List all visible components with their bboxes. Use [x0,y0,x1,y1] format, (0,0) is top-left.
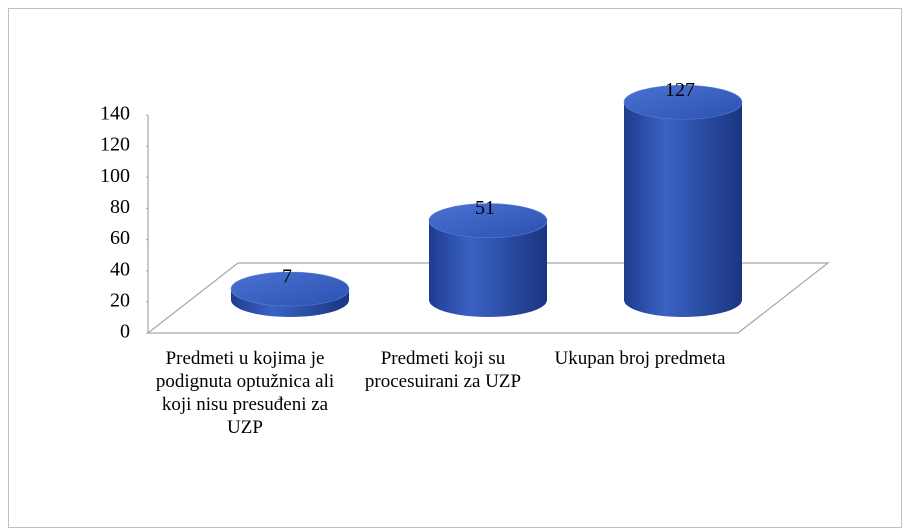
cylinder-body [624,102,742,317]
data-label: 127 [665,79,695,101]
data-label: 7 [282,266,292,288]
chart: 0 20 40 60 80 100 120 140 7 51 127 [100,79,830,343]
y-tick-label: 80 [110,196,130,218]
data-label: 51 [475,197,495,219]
y-tick-label: 120 [100,134,130,156]
y-tick-label: 20 [110,289,130,311]
cylinder-top [230,271,350,307]
cylinder-top [428,203,548,238]
cylinder-body [429,220,547,317]
y-tick-label: 0 [120,321,130,343]
bar [623,84,743,317]
x-tick-label: Predmeti u kojima je podignuta optužnica… [155,348,335,438]
floor [146,262,830,334]
bar [230,271,350,317]
y-tick-label: 60 [110,227,130,249]
x-tick-label: Ukupan broj predmeta [554,348,726,369]
y-tick-label: 100 [100,165,130,187]
bar [428,203,548,317]
y-tick-label: 40 [110,258,130,280]
cylinder-top [623,84,743,120]
x-tick-label: Predmeti koji su procesuirani za UZP [364,348,522,392]
y-tick-label: 140 [100,103,130,125]
